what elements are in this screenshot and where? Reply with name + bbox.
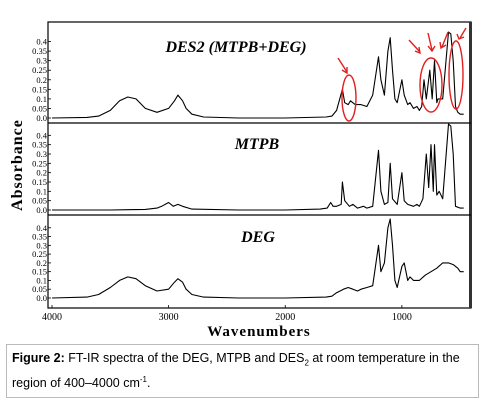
panel-title-deg: DEG <box>240 229 275 246</box>
y-tick-label: 0.05 <box>32 196 47 206</box>
y-tick-label: 0.15 <box>32 177 47 187</box>
panel-title-des2: DES2 (MTPB+DEG) <box>164 39 306 56</box>
y-tick-label: 0.15 <box>32 84 47 94</box>
y-tick-label: 0.2 <box>36 75 47 85</box>
y-tick-label: 0.35 <box>32 140 47 150</box>
y-tick-label: 0.25 <box>32 158 47 168</box>
spectrum-line-0 <box>51 31 464 119</box>
caption-prefix: Figure 2: <box>12 351 65 365</box>
y-tick-label: 0.0 <box>36 293 47 303</box>
y-tick-label: 0.25 <box>32 249 47 259</box>
caption-superscript: -1 <box>139 374 147 384</box>
caption-end: . <box>147 375 151 390</box>
highlight-arrow-1 <box>337 57 348 73</box>
y-tick-label: 0.05 <box>32 103 47 113</box>
x-tick-label: 1000 <box>392 312 412 323</box>
peak-highlights <box>337 27 467 122</box>
highlight-arrow-3-head <box>427 45 436 53</box>
chart-marks: 0.40.350.30.250.20.150.10.050.00.40.350.… <box>32 31 464 323</box>
highlight-arrow-1-head <box>341 67 348 75</box>
y-tick-label: 0.15 <box>32 267 47 277</box>
highlight-arrow-2-head <box>414 46 421 55</box>
y-tick-label: 0.25 <box>32 65 47 75</box>
y-tick-label: 0.35 <box>32 232 47 242</box>
highlight-circle-3 <box>448 40 464 110</box>
y-tick-label: 0.2 <box>36 258 47 268</box>
highlight-arrow-5 <box>459 27 467 39</box>
y-axis-label: Absorbance <box>9 119 26 211</box>
highlight-arrow-4 <box>441 31 449 48</box>
y-tick-label: 0.4 <box>36 130 47 140</box>
spectrum-line-2 <box>51 218 464 299</box>
y-tick-label: 0.1 <box>36 186 47 196</box>
caption-text-1: FT-IR spectra of the DEG, MTPB and DES <box>64 351 305 365</box>
x-tick-label: 2000 <box>275 312 295 323</box>
y-tick-label: 0.3 <box>36 149 47 159</box>
caption-box <box>6 344 479 398</box>
y-tick-label: 0.4 <box>36 37 47 47</box>
x-axis-label: Wavenumbers <box>207 324 311 340</box>
highlight-circle-1 <box>341 74 357 122</box>
y-tick-label: 0.0 <box>36 205 47 215</box>
y-tick-label: 0.1 <box>36 275 47 285</box>
highlight-arrow-2 <box>408 39 421 53</box>
highlight-arrow-5-head <box>456 33 465 40</box>
plot-frame-right-shadow <box>469 22 472 308</box>
plot-frame <box>47 21 472 309</box>
y-tick-label: 0.3 <box>36 240 47 250</box>
caption-subscript: 2 <box>304 358 309 368</box>
highlight-circle-2 <box>419 57 443 113</box>
x-tick-label: 3000 <box>159 312 179 323</box>
figure-caption: Figure 2: FT-IR spectra of the DEG, MTPB… <box>12 350 477 391</box>
highlight-arrow-3 <box>427 32 433 51</box>
highlight-arrow-4-head <box>439 41 447 50</box>
y-tick-label: 0.35 <box>32 46 47 56</box>
spectrum-line-1 <box>52 123 464 211</box>
panel-title-mtpb: MTPB <box>234 136 280 153</box>
y-tick-label: 0.1 <box>36 94 47 104</box>
y-tick-label: 0.3 <box>36 56 47 66</box>
x-tick-label: 4000 <box>42 312 62 323</box>
y-tick-label: 0.05 <box>32 284 47 294</box>
panel-title-des2-text: DES2 (MTPB+DEG) <box>164 39 306 56</box>
caption-text-2: at room temperature in the region of 400… <box>12 351 460 390</box>
y-tick-label: 0.0 <box>36 113 47 123</box>
y-tick-label: 0.4 <box>36 223 47 233</box>
y-tick-label: 0.2 <box>36 168 47 178</box>
